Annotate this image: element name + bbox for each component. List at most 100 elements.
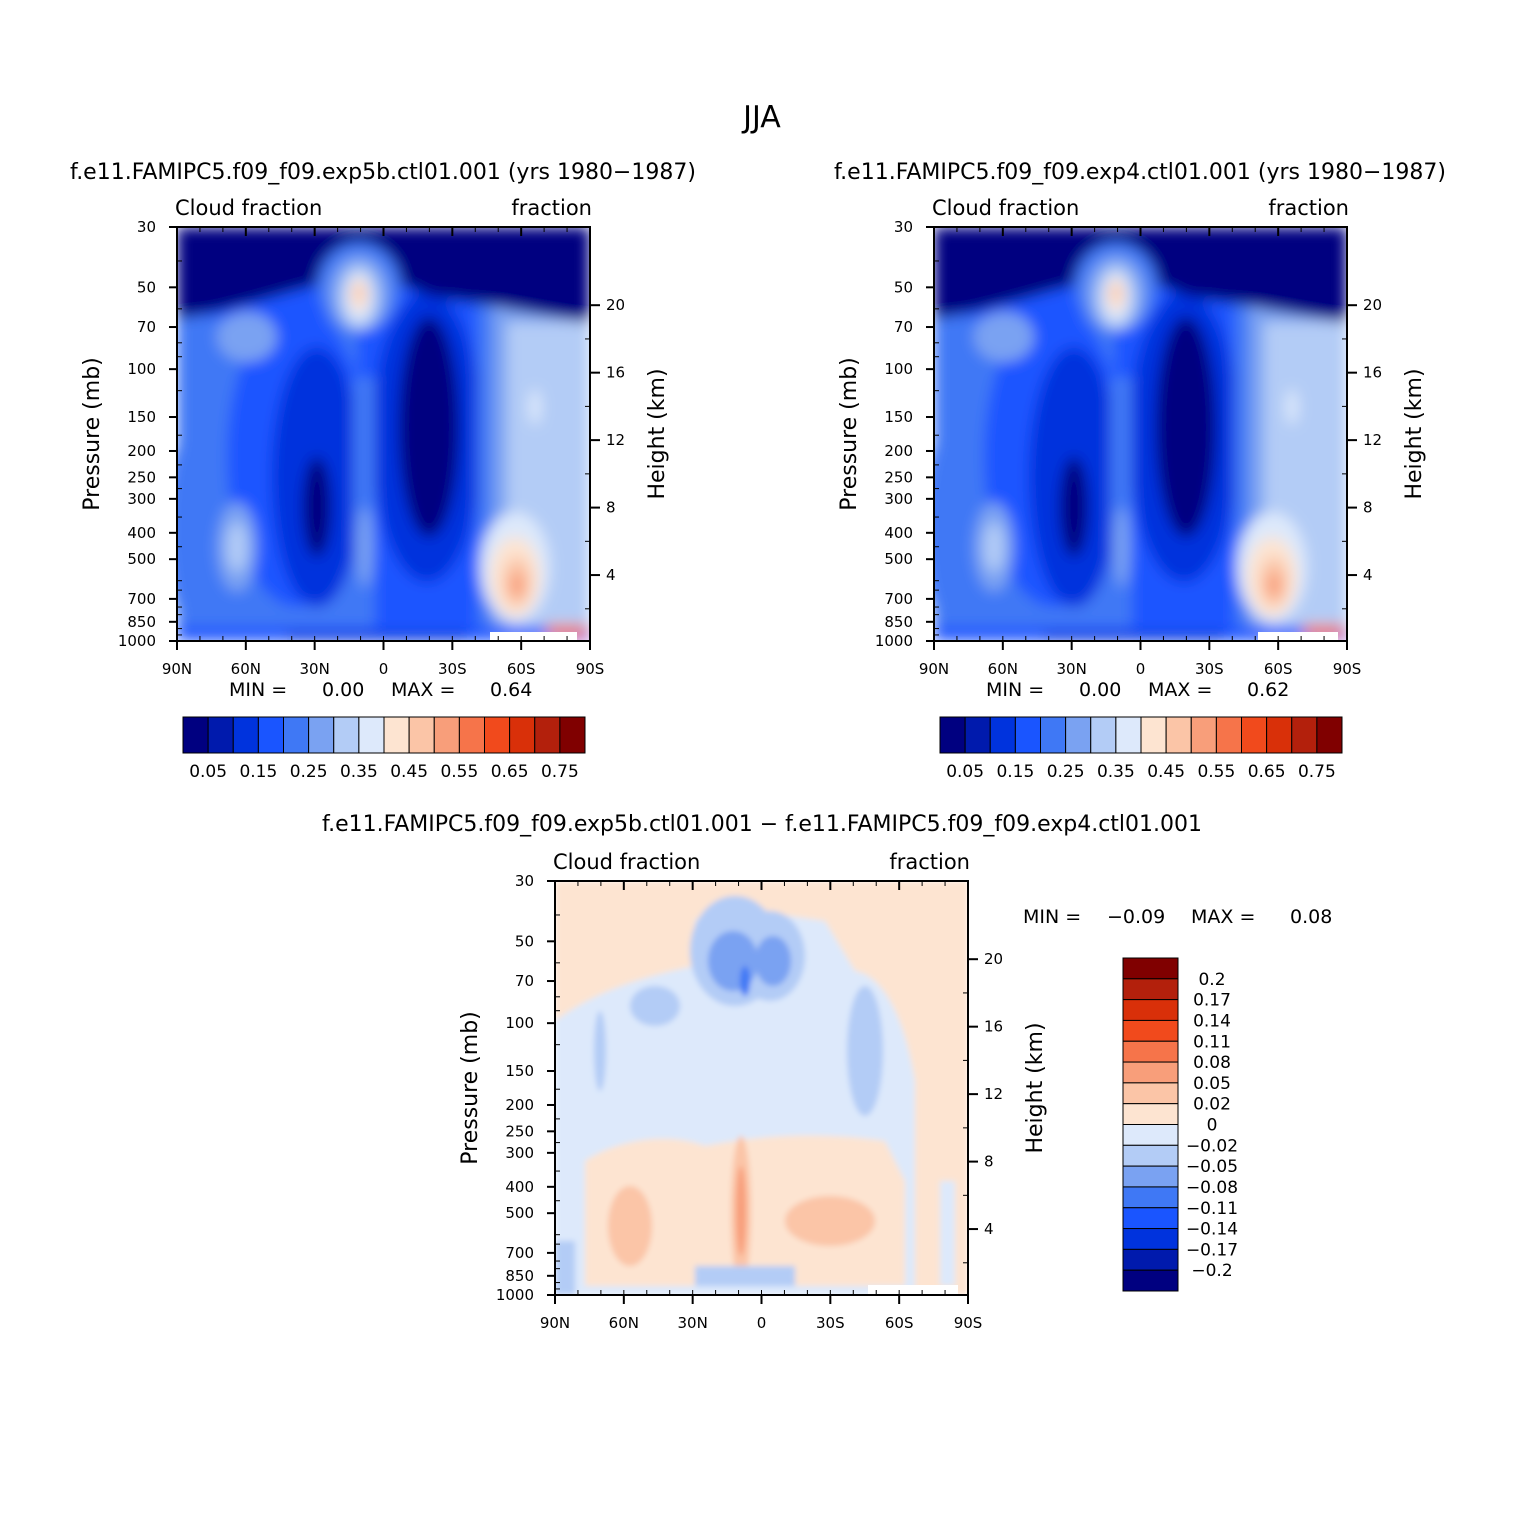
colorbar-swatch [1122, 957, 1179, 980]
y2-tick-label: 8 [606, 499, 616, 517]
colorbar-swatch [559, 716, 586, 754]
colorbar-swatch [1122, 1228, 1179, 1250]
y-tick-label: 850 [127, 613, 156, 631]
colorbar-label: 0.75 [541, 762, 579, 782]
panel-a-max-value: 0.64 [490, 679, 532, 701]
x-tick-label: 30N [300, 660, 330, 678]
panel-a-x-axis: 90N 60N 30N 0 30S 60S 90S [162, 227, 604, 678]
y-tick-label: 850 [884, 613, 913, 631]
colorbar-swatch [1122, 1103, 1179, 1125]
y2-tick-label: 16 [984, 1018, 1003, 1036]
x-tick-label: 90S [1333, 660, 1362, 678]
y-tick-label: 30 [894, 218, 913, 236]
colorbar-swatch [1122, 1040, 1179, 1063]
x-tick-label: 90S [576, 660, 605, 678]
colorbar-label: −0.2 [1191, 1261, 1232, 1281]
colorbar-label: 0.35 [340, 762, 378, 782]
y-tick-label: 500 [884, 550, 913, 568]
colorbar-swatch [1122, 1248, 1179, 1271]
colorbar-label: 0.25 [1047, 762, 1085, 782]
y-tick-label: 300 [505, 1144, 534, 1162]
colorbar-label: −0.17 [1186, 1240, 1238, 1260]
colorbar-label: 0.08 [1193, 1053, 1231, 1073]
colorbar-label: 0.25 [290, 762, 328, 782]
colorbar-label: 0.15 [239, 762, 277, 782]
panel-b-ylabel: Pressure (mb) [837, 357, 862, 511]
panel-b-right-label: fraction [1268, 196, 1349, 220]
panel-c-min-label: MIN = [1023, 906, 1081, 928]
y-tick-label: 700 [884, 590, 913, 608]
colorbar-swatch [257, 716, 284, 754]
y-tick-label: 200 [127, 442, 156, 460]
y-tick-label: 400 [127, 524, 156, 542]
y-tick-label: 300 [127, 490, 156, 508]
x-tick-label: 30S [816, 1314, 845, 1332]
colorbar-swatch [964, 716, 991, 754]
panel-b-min-value: 0.00 [1079, 679, 1121, 701]
y-tick-label: 150 [127, 408, 156, 426]
colorbar-swatch [207, 716, 234, 754]
y-tick-label: 1000 [118, 632, 156, 650]
colorbar-label: 0.55 [1197, 762, 1235, 782]
y-tick-label: 250 [127, 468, 156, 486]
y-tick-label: 1000 [496, 1286, 534, 1304]
colorbar-swatch [458, 716, 485, 754]
colorbar-swatch [1291, 716, 1318, 754]
colorbar-label: 0.17 [1193, 991, 1231, 1011]
x-tick-label: 30N [1057, 660, 1087, 678]
panel-c: f.e11.FAMIPC5.f09_f09.exp5b.ctl01.001 − … [322, 812, 1332, 1332]
y-tick-label: 50 [137, 278, 156, 296]
panel-a-right-label: fraction [511, 196, 592, 220]
panel-a-y2-axis: 20 16 12 8 4 [585, 296, 625, 610]
colorbar-swatch [1122, 999, 1179, 1021]
colorbar-label: 0.05 [946, 762, 984, 782]
y-tick-label: 70 [137, 318, 156, 336]
y-tick-label: 30 [515, 872, 534, 890]
y-tick-label: 850 [505, 1267, 534, 1285]
colorbar-swatch [1266, 716, 1293, 754]
x-tick-label: 60N [231, 660, 261, 678]
y-tick-label: 200 [884, 442, 913, 460]
x-tick-label: 60N [609, 1314, 639, 1332]
colorbar-swatch [484, 716, 511, 754]
panel-a-left-label: Cloud fraction [175, 196, 322, 220]
colorbar-label: −0.08 [1186, 1178, 1238, 1198]
y2-tick-label: 20 [606, 296, 625, 314]
colorbar-label: 0.45 [1147, 762, 1185, 782]
y2-tick-label: 12 [984, 1085, 1003, 1103]
x-tick-label: 60S [507, 660, 536, 678]
panel-a-min-value: 0.00 [322, 679, 364, 701]
y2-tick-label: 12 [1363, 431, 1382, 449]
y-tick-label: 500 [505, 1204, 534, 1222]
colorbar-swatch [534, 716, 561, 754]
colorbar-label: 0.14 [1193, 1011, 1231, 1031]
colorbar-swatch [232, 716, 259, 754]
colorbar-swatch [1122, 1186, 1179, 1209]
colorbar-swatch [333, 716, 360, 754]
x-tick-label: 60S [885, 1314, 914, 1332]
colorbar-swatch [1122, 1207, 1179, 1230]
y-tick-label: 70 [515, 972, 534, 990]
colorbar-swatch [283, 716, 310, 754]
colorbar-label: 0.02 [1193, 1095, 1231, 1115]
figure-title: JJA [741, 100, 781, 135]
panel-b-min-label: MIN = [986, 679, 1044, 701]
y-tick-label: 30 [137, 218, 156, 236]
panel-c-y2-axis: 20 16 12 8 4 [963, 950, 1003, 1264]
panel-b: f.e11.FAMIPC5.f09_f09.exp4.ctl01.001 (yr… [834, 160, 1446, 782]
colorbar-label: 0 [1207, 1116, 1218, 1136]
panel-c-left-label: Cloud fraction [553, 850, 700, 874]
panel-b-title: f.e11.FAMIPC5.f09_f09.exp4.ctl01.001 (yr… [834, 160, 1446, 185]
colorbar-label: 0.55 [440, 762, 478, 782]
x-tick-label: 60N [988, 660, 1018, 678]
colorbar-swatch [1122, 1061, 1179, 1084]
colorbar-swatch [433, 716, 460, 754]
y-tick-label: 700 [505, 1244, 534, 1262]
panel-c-title: f.e11.FAMIPC5.f09_f09.exp5b.ctl01.001 − … [322, 812, 1202, 837]
x-tick-label: 90S [954, 1314, 983, 1332]
colorbar-swatch [939, 716, 966, 754]
colorbar-swatch [408, 716, 435, 754]
colorbar-swatch [1122, 1082, 1179, 1105]
panel-c-colorbar: 0.20.170.140.110.080.050.020−0.02−0.05−0… [1122, 957, 1238, 1292]
